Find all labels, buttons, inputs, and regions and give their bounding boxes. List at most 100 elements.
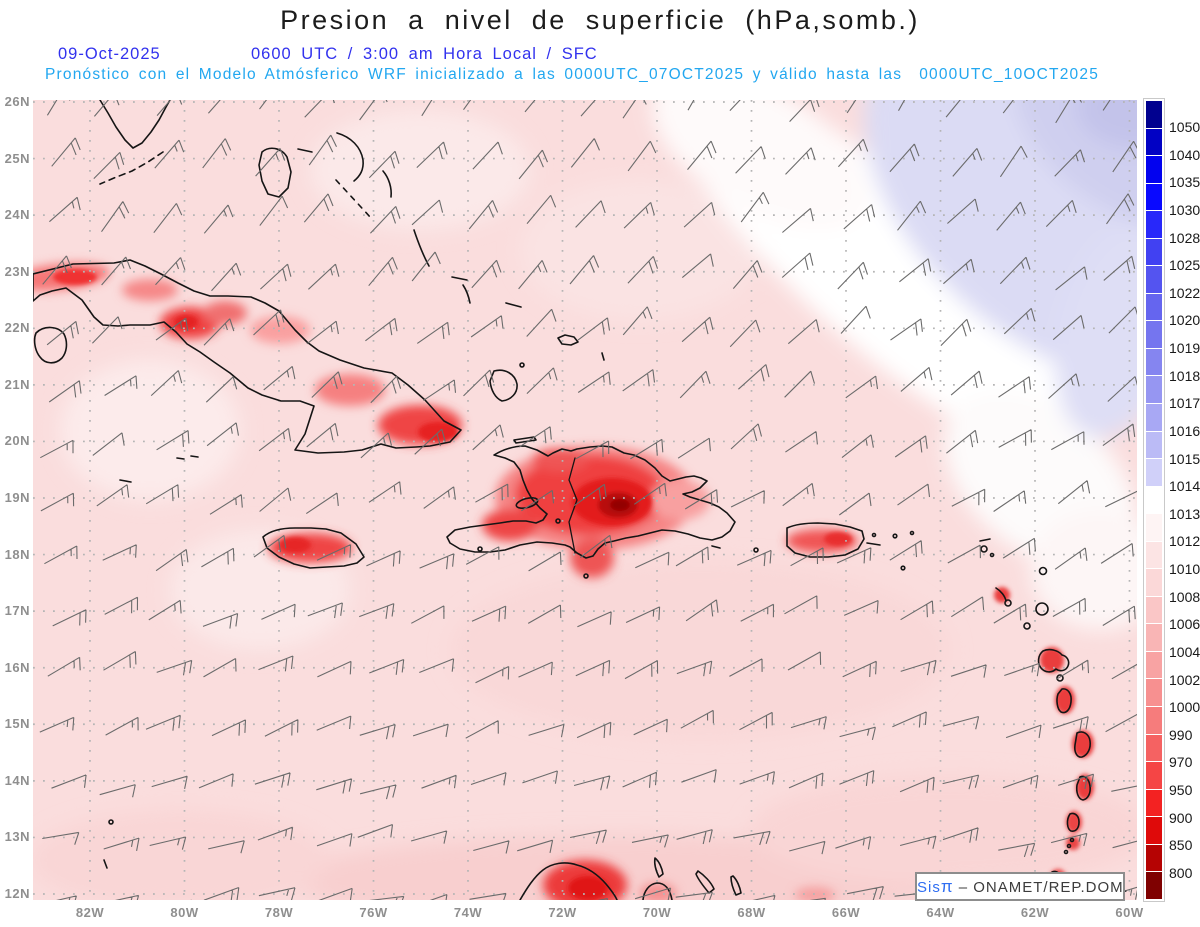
colorbar-segment <box>1146 376 1162 404</box>
colorbar-segment <box>1146 266 1162 293</box>
colorbar-segment <box>1146 183 1162 211</box>
colorbar-label: 1017 <box>1169 395 1200 412</box>
coastline-eleuthera <box>336 132 364 182</box>
lat-axis-label: 23N <box>4 263 30 279</box>
colorbar-label: 1014 <box>1169 478 1200 495</box>
colorbar-segment <box>1146 707 1162 734</box>
coastline-montserrat <box>1023 622 1031 630</box>
coastline-new-providence <box>297 148 313 153</box>
coastline-cat-island <box>382 170 392 198</box>
coastline-little-inagua <box>519 362 525 368</box>
lat-axis-label: 25N <box>4 150 30 166</box>
colorbar-segment <box>1146 651 1162 679</box>
coastline-st-kitts <box>995 587 1007 602</box>
colorbar-label: 900 <box>1169 809 1193 826</box>
coastline-nevis <box>1004 599 1012 607</box>
page-title: Presion a nivel de superficie (hPa,somb.… <box>280 5 920 35</box>
coastline-cuba <box>33 259 462 454</box>
colorbar-segment <box>1146 596 1162 624</box>
lon-axis-label: 62W <box>1020 905 1050 920</box>
colorbar-segment <box>1146 404 1162 431</box>
colorbar-segment <box>1146 817 1162 844</box>
colorbar-label: 1035 <box>1169 174 1200 191</box>
colorbar-segment <box>1146 624 1162 651</box>
coastline-culebra <box>871 532 877 538</box>
datetime-line: 09-Oct-2025 0600 UTC / 3:00 am Hora Loca… <box>0 45 1200 65</box>
coastline-isle-of-youth <box>33 326 68 364</box>
coastline-tortola <box>909 530 915 536</box>
colorbar-label: 1020 <box>1169 312 1200 329</box>
colorbar-label: 1004 <box>1169 643 1200 660</box>
colorbar <box>1143 98 1165 902</box>
colorbar-label: 850 <box>1169 837 1193 854</box>
lon-axis-label: 60W <box>1115 905 1144 920</box>
lat-axis-label: 12N <box>4 886 30 901</box>
lat-axis-label: 17N <box>4 603 30 619</box>
watermark-box: Sisπ – ONAMET/REP.DOM. <box>915 872 1128 901</box>
coastline-providencia <box>108 819 114 825</box>
lon-axis-label: 68W <box>737 905 766 920</box>
colorbar-label: 1028 <box>1169 229 1200 246</box>
lat-axis-label: 19N <box>4 490 30 505</box>
colorbar-label: 1022 <box>1169 284 1200 301</box>
coastline-grenadines-3 <box>1063 849 1069 855</box>
colorbar-segment <box>1146 321 1162 348</box>
coastline-beata <box>583 573 589 579</box>
colorbar-label: 1040 <box>1169 146 1200 163</box>
coastline-vieques <box>866 542 881 546</box>
coastline-grenadines-1 <box>1069 837 1075 843</box>
coastline-crooked-acklins <box>451 276 471 304</box>
lat-axis-label: 15N <box>4 716 30 732</box>
colorbar-segment <box>1146 844 1162 872</box>
lon-axis-label: 74W <box>453 905 483 920</box>
colorbar-segment <box>1146 569 1162 596</box>
coastline-dominica <box>1056 688 1072 714</box>
coastline-long-island <box>413 229 430 267</box>
low-pressure-cores <box>53 269 1094 900</box>
lat-axis-label: 26N <box>4 94 30 109</box>
lon-axis-label: 82W <box>75 905 105 920</box>
colorbar-label: 1012 <box>1169 533 1200 550</box>
coastline-guajira-peninsula <box>519 862 618 900</box>
colorbar-segment <box>1146 486 1162 514</box>
colorbar-label: 1013 <box>1169 505 1200 522</box>
colorbar-label: 1016 <box>1169 422 1200 439</box>
colorbar-segment <box>1146 789 1162 817</box>
lat-axis-label: 22N <box>4 320 30 336</box>
border-haiti-dr <box>568 457 578 554</box>
lat-axis-label: 13N <box>4 829 30 845</box>
coastlines <box>33 100 1091 900</box>
coastline-aruba <box>653 857 664 878</box>
wind-barbs <box>39 100 1137 900</box>
coastline-marie-galante <box>1056 674 1064 682</box>
coastline-tortuga <box>513 436 537 444</box>
coastline-antigua <box>1035 602 1049 616</box>
coastline-florida <box>99 100 171 149</box>
colorbar-label: 1015 <box>1169 450 1200 467</box>
colorbar-label: 1018 <box>1169 367 1200 384</box>
coastline-andros <box>258 147 292 198</box>
colorbar-segment <box>1146 734 1162 762</box>
colorbar-segment <box>1146 348 1162 376</box>
coastline-st-barth <box>989 552 995 558</box>
colorbar-segment <box>1146 514 1162 541</box>
lon-axis-label: 76W <box>359 905 388 920</box>
coastline-san-andres <box>103 859 108 869</box>
coastline-st-martin <box>980 545 988 553</box>
lon-axis-label: 72W <box>548 905 577 920</box>
colorbar-segment <box>1146 293 1162 321</box>
coastline-mayaguana <box>505 302 522 308</box>
colorbar-label: 1010 <box>1169 561 1200 578</box>
colorbar-segment <box>1146 459 1162 486</box>
coastline-grenadines-2 <box>1066 843 1072 849</box>
coastline-st-thomas <box>892 533 898 539</box>
colorbar-segment <box>1146 541 1162 569</box>
coastline-caicos <box>557 334 605 361</box>
colorbar-label: 1006 <box>1169 616 1200 633</box>
lon-axis-label: 66W <box>831 905 861 920</box>
colorbar-label: 1050 <box>1169 119 1200 136</box>
colorbar-segment <box>1146 156 1162 183</box>
coastline-caymans <box>119 455 199 483</box>
coastline-barbuda <box>1038 566 1048 576</box>
